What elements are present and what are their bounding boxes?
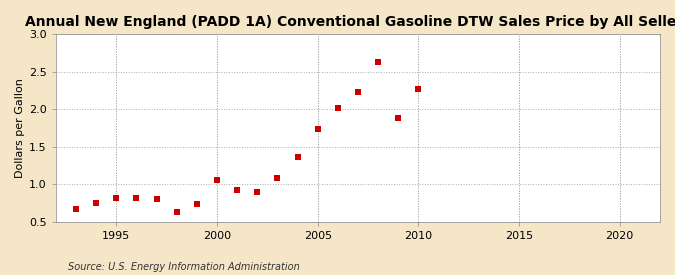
Text: Source: U.S. Energy Information Administration: Source: U.S. Energy Information Administ… [68, 262, 299, 272]
Point [71, 207, 82, 211]
Title: Annual New England (PADD 1A) Conventional Gasoline DTW Sales Price by All Seller: Annual New England (PADD 1A) Conventiona… [25, 15, 675, 29]
Point [313, 126, 323, 131]
Point [352, 90, 363, 94]
Point [232, 188, 242, 192]
Point [111, 196, 122, 200]
Point [272, 176, 283, 180]
Point [413, 87, 424, 91]
Point [332, 106, 343, 110]
Point [131, 196, 142, 200]
Y-axis label: Dollars per Gallon: Dollars per Gallon [15, 78, 25, 178]
Point [192, 202, 202, 207]
Point [91, 201, 102, 205]
Point [292, 155, 303, 160]
Point [393, 116, 404, 120]
Point [151, 197, 162, 201]
Point [373, 60, 383, 64]
Point [171, 210, 182, 214]
Point [212, 178, 223, 183]
Point [252, 189, 263, 194]
